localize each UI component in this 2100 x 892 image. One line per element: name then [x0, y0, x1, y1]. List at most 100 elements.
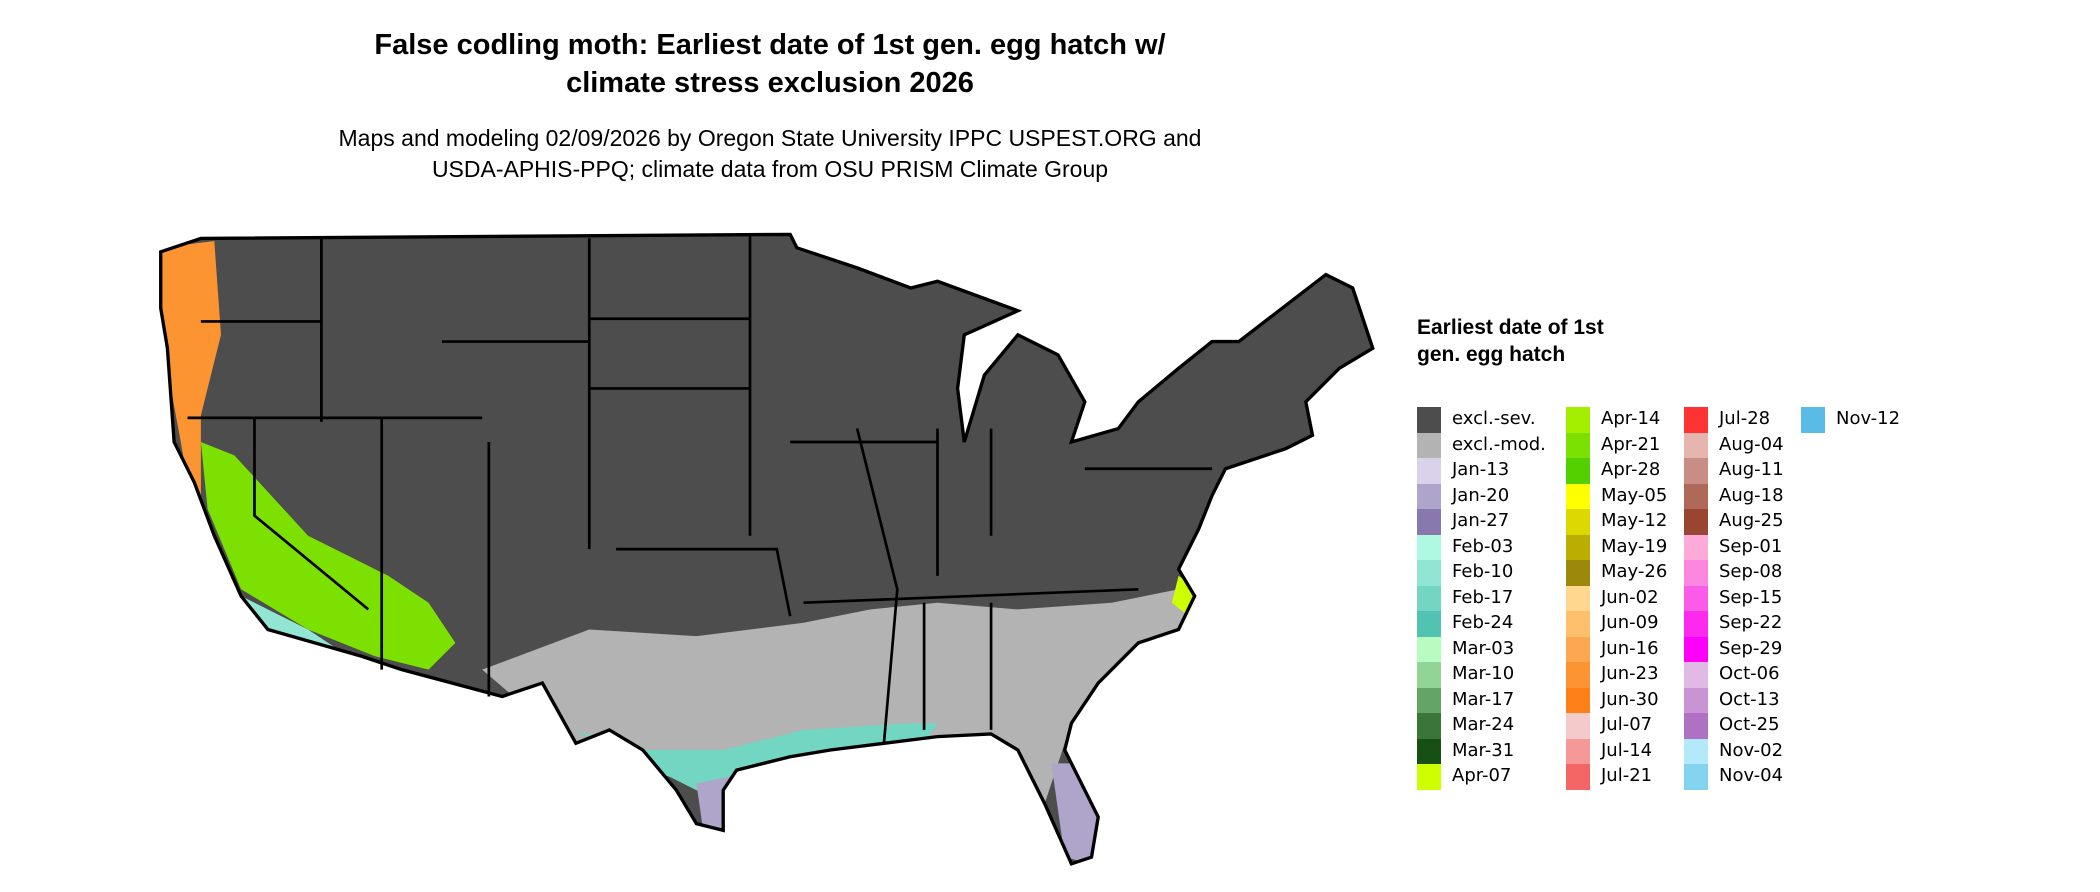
legend-swatch: [1684, 662, 1708, 688]
title-line-2: climate stress exclusion 2026: [566, 67, 974, 99]
legend-swatch: [1566, 713, 1590, 739]
legend-label: Jun-23: [1601, 663, 1659, 684]
legend-label: May-05: [1601, 484, 1668, 506]
legend-title: Earliest date of 1st gen. egg hatch: [1417, 316, 1604, 366]
legend-label: May-19: [1601, 535, 1668, 557]
legend-label: Mar-31: [1452, 739, 1515, 761]
legend-label: Sep-15: [1719, 586, 1783, 608]
legend-label: Nov-02: [1719, 739, 1784, 761]
legend-label: Jul-28: [1719, 408, 1771, 429]
map-title: False codling moth: Earliest date of 1st…: [250, 26, 1290, 102]
legend-swatch: [1684, 585, 1708, 611]
legend-label: excl.-sev.: [1452, 408, 1536, 429]
legend-label: Oct-25: [1719, 714, 1780, 735]
legend-swatch: [1417, 662, 1441, 688]
legend-swatch: [1801, 407, 1825, 433]
legend-swatch: [1684, 636, 1708, 662]
legend-label: Nov-12: [1836, 408, 1901, 429]
legend-label: Mar-03: [1452, 637, 1515, 659]
legend-swatch: [1566, 585, 1590, 611]
legend-swatch: [1566, 738, 1590, 764]
legend-swatch: [1566, 509, 1590, 535]
legend-swatch: [1566, 483, 1590, 509]
legend-label: Feb-17: [1452, 586, 1514, 608]
legend-label: Jan-13: [1452, 459, 1510, 480]
region-socal-feb: [241, 596, 349, 657]
map-subtitle: Maps and modeling 02/09/2026 by Oregon S…: [200, 123, 1340, 185]
legend-label: May-26: [1601, 561, 1668, 582]
legend-label: Feb-03: [1452, 535, 1514, 557]
legend-swatch: [1417, 611, 1441, 637]
legend-swatch: [1417, 560, 1441, 586]
legend-swatch: [1684, 713, 1708, 739]
legend-label: Jul-07: [1601, 714, 1653, 735]
legend-label: Aug-18: [1719, 484, 1784, 506]
legend-swatch: [1684, 560, 1708, 586]
legend-swatch: [1684, 611, 1708, 637]
legend-swatch: [1417, 483, 1441, 509]
legend-swatch: [1417, 738, 1441, 764]
legend-swatch: [1566, 611, 1590, 637]
legend-label: Feb-24: [1452, 612, 1514, 633]
legend-label: Mar-24: [1452, 714, 1515, 735]
legend-label: Mar-10: [1452, 663, 1515, 684]
legend-swatch: [1684, 764, 1708, 790]
legend-swatch: [1566, 407, 1590, 433]
legend-swatch: [1684, 687, 1708, 713]
legend-label: Aug-04: [1719, 433, 1784, 455]
legend-label: Jun-30: [1601, 688, 1659, 710]
region-california-april: [200, 441, 456, 670]
legend-label: Sep-08: [1719, 561, 1783, 582]
legend-swatch: [1684, 738, 1708, 764]
legend-swatch: [1417, 687, 1441, 713]
legend-swatch: [1566, 764, 1590, 790]
legend-label: Jan-20: [1452, 484, 1510, 506]
legend-label: Apr-21: [1601, 433, 1661, 455]
legend-swatch: [1566, 534, 1590, 560]
legend-label: Oct-06: [1719, 663, 1780, 684]
legend-label: Oct-13: [1719, 688, 1780, 710]
legend-label: Aug-25: [1719, 510, 1784, 531]
legend-swatch: [1684, 509, 1708, 535]
legend-label: excl.-mod.: [1452, 433, 1546, 455]
legend-swatch: [1417, 585, 1441, 611]
subtitle-line-1: Maps and modeling 02/09/2026 by Oregon S…: [338, 125, 1202, 151]
subtitle-line-2: USDA-APHIS-PPQ; climate data from OSU PR…: [431, 156, 1109, 182]
legend-swatch: [1566, 662, 1590, 688]
legend-label: Sep-22: [1719, 612, 1783, 633]
legend-label: Apr-28: [1601, 459, 1661, 480]
legend-swatch: [1684, 458, 1708, 484]
legend-swatch: [1417, 407, 1441, 433]
legend-swatch: [1417, 432, 1441, 458]
legend-label: Sep-29: [1719, 637, 1783, 659]
legend-swatch: [1417, 636, 1441, 662]
legend-swatch: [1684, 483, 1708, 509]
legend-label: Apr-07: [1452, 765, 1512, 786]
legend-swatch: [1417, 458, 1441, 484]
legend-label: Aug-11: [1719, 459, 1784, 480]
legend-swatch: [1417, 764, 1441, 790]
legend-label: Jun-02: [1601, 586, 1659, 608]
legend-label: Jul-14: [1601, 739, 1653, 761]
legend-label: Jan-27: [1452, 510, 1510, 531]
legend-swatch: [1684, 534, 1708, 560]
state-borders: [187, 234, 1213, 744]
legend-swatch: [1417, 534, 1441, 560]
legend-swatch: [1566, 687, 1590, 713]
legend-swatch: [1566, 636, 1590, 662]
legend-label: Apr-14: [1601, 408, 1661, 429]
legend-swatch: [1417, 713, 1441, 739]
legend-swatch: [1566, 560, 1590, 586]
legend-label: Jul-21: [1601, 765, 1653, 786]
legend-swatch: [1684, 432, 1708, 458]
legend-swatch: [1417, 509, 1441, 535]
legend-label: Feb-10: [1452, 561, 1514, 582]
legend-label: May-12: [1601, 510, 1668, 531]
legend-label: Sep-01: [1719, 535, 1783, 557]
legend-swatch: [1566, 458, 1590, 484]
legend-label: Jun-09: [1601, 612, 1659, 633]
legend-swatch: [1566, 432, 1590, 458]
legend-swatch: [1684, 407, 1708, 433]
